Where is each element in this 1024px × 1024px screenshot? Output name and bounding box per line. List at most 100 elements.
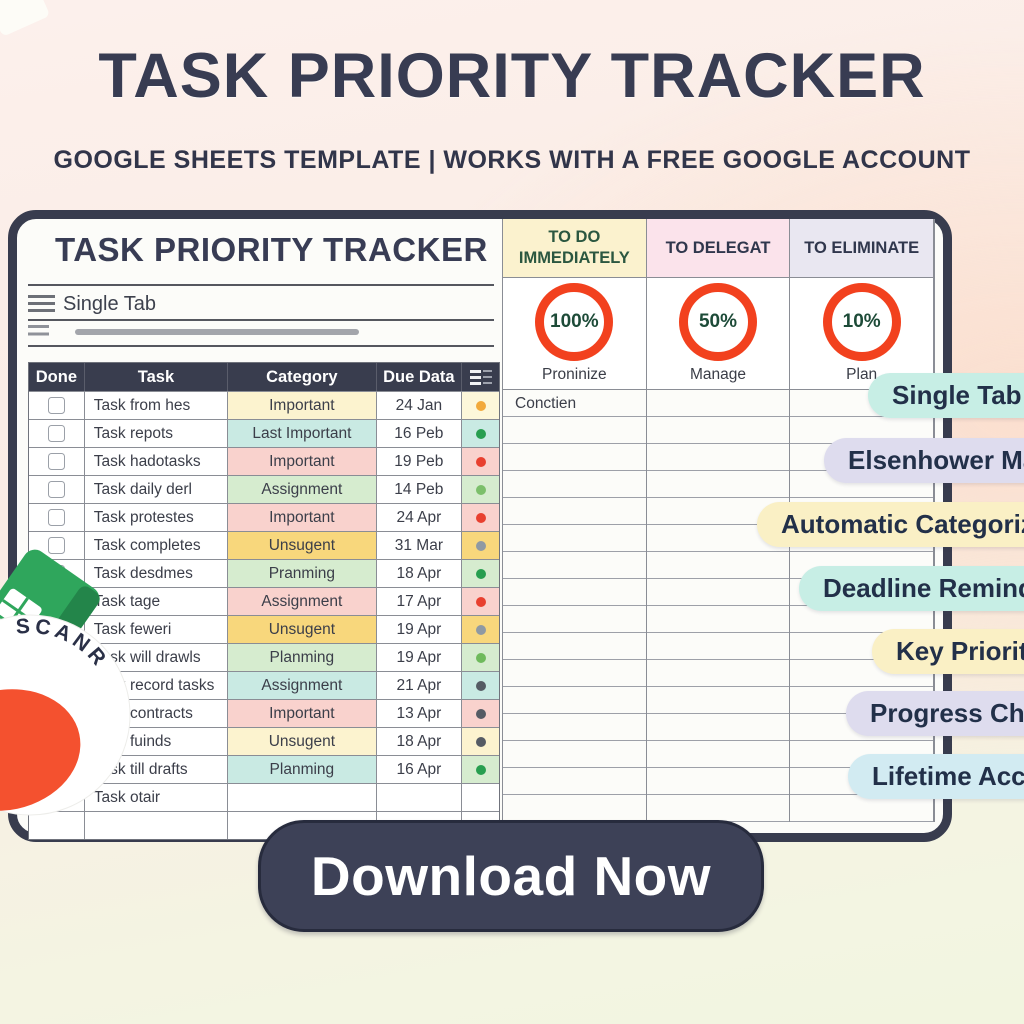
category-cell[interactable]: Unsugent [228,616,377,643]
progress-percent: 10% [842,311,881,332]
due-date-cell[interactable]: 18 Apr [377,728,463,755]
due-date-cell[interactable] [377,784,463,811]
header-done: Done [29,363,85,391]
status-cell [462,784,499,811]
due-date-cell[interactable]: 19 Apr [377,644,463,671]
task-cell[interactable]: Task repots [85,420,229,447]
status-dot [475,708,486,719]
quadrant-grid: Conctien [503,389,646,822]
status-dot [475,456,486,467]
quadrant-cell-text[interactable] [790,390,933,417]
status-dot [475,736,486,747]
category-cell[interactable]: Important [228,504,377,531]
task-cell[interactable]: Task hadotasks [85,448,229,475]
due-date-cell[interactable]: 24 Jan [377,392,463,419]
task-cell[interactable] [85,812,229,839]
status-dot [475,512,486,523]
table-row: Task completes Unsugent 31 Mar [29,531,500,559]
done-checkbox[interactable] [47,397,65,414]
table-row: Task daily derl Assignment 14 Peb [29,475,500,503]
category-cell[interactable]: Unsugent [228,532,377,559]
category-cell[interactable]: Assignment [228,476,377,503]
header-task: Task [85,363,229,391]
task-cell[interactable]: Task from hes [85,392,229,419]
due-date-cell[interactable]: 17 Apr [377,588,463,615]
due-date-cell[interactable]: 21 Apr [377,672,463,699]
category-cell[interactable]: Assignment [228,672,377,699]
done-checkbox[interactable] [47,425,65,442]
divider [28,284,494,286]
status-dot [475,764,486,775]
due-date-cell[interactable]: 19 Apr [377,616,463,643]
task-cell[interactable]: Task daily derl [85,476,229,503]
category-cell[interactable]: Assignment [228,588,377,615]
paper-scrap [0,0,51,37]
due-date-cell[interactable]: 14 Peb [377,476,463,503]
quadrant-header: TO DELEGAT [646,219,790,278]
status-dot [475,428,486,439]
category-cell[interactable]: Unsugent [228,728,377,755]
table-row: Task feweri Unsugent 19 Apr [29,615,500,643]
task-cell[interactable]: Task tage [85,588,229,615]
done-checkbox[interactable] [47,537,65,554]
task-cell[interactable]: Task feweri [85,616,229,643]
done-checkbox[interactable] [47,481,65,498]
category-cell[interactable]: Planming [228,644,377,671]
task-cell[interactable]: Task desdmes [85,560,229,587]
quadrant-progress: 100% [503,278,646,366]
quadrant-label: Plan [790,366,934,389]
sheet-tab-label[interactable]: Single Tab [63,293,157,315]
status-dot [475,624,486,635]
due-date-cell[interactable]: 31 Mar [377,532,463,559]
task-cell[interactable]: Task will drawls [85,644,229,671]
quadrant-cell-text[interactable] [647,390,790,417]
done-cell [29,476,85,503]
progress-percent: 50% [698,311,738,332]
red-blob-icon [0,689,81,811]
scanr-sticker: SCANR [0,549,131,816]
category-cell[interactable]: Important [228,700,377,727]
quadrant-progress: 50% [646,278,790,366]
divider [28,345,494,347]
due-date-cell[interactable]: 16 Apr [377,756,463,783]
progress-percent: 100% [550,311,599,332]
menu-icon[interactable] [28,295,55,312]
quadrant-grid [790,389,934,822]
due-date-cell[interactable]: 18 Apr [377,560,463,587]
quadrant-progress: 10% [790,278,934,366]
quadrant-cell-text[interactable]: Conctien [515,394,577,412]
category-cell[interactable]: Planming [228,756,377,783]
category-cell[interactable]: Important [228,448,377,475]
due-date-cell[interactable]: 19 Peb [377,448,463,475]
page-subtitle: GOOGLE SHEETS TEMPLATE | WORKS WITH A FR… [53,146,971,174]
table-header-row: Done Task Category Due Data [29,363,499,391]
status-cell [462,420,500,447]
status-cell [462,560,500,587]
status-cell [462,588,500,615]
done-checkbox[interactable] [47,509,65,526]
progress-ring-icon: 50% [679,283,757,361]
menu-icon-small [28,325,49,337]
category-cell[interactable]: Important [228,392,377,419]
task-cell[interactable]: Task otair [85,784,229,811]
table-row: Task hadotasks Important 19 Peb [29,447,500,475]
due-date-cell[interactable]: 24 Apr [377,504,463,531]
category-cell[interactable] [228,784,377,811]
status-cell [462,476,500,503]
task-cell[interactable]: Task completes [85,532,229,559]
status-dot [475,652,486,663]
status-cell [462,616,500,643]
placeholder-bar [75,329,359,335]
status-dot [475,596,486,607]
task-cell[interactable]: Task protestes [85,504,229,531]
category-cell[interactable]: Last Important [228,420,377,447]
due-date-cell[interactable]: 13 Apr [377,700,463,727]
category-cell[interactable]: Pranming [228,560,377,587]
header-status[interactable] [462,363,499,391]
done-checkbox[interactable] [47,453,65,470]
done-cell [29,532,85,559]
download-button[interactable]: Download Now [258,820,764,932]
status-cell [462,392,500,419]
due-date-cell[interactable]: 16 Peb [377,420,463,447]
status-dot [475,568,486,579]
